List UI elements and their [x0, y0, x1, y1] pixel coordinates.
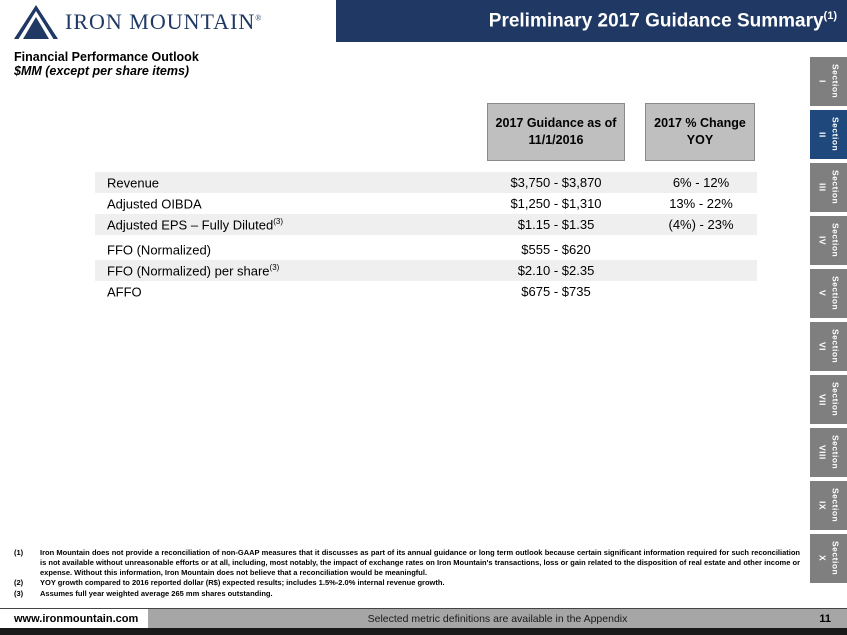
table-row: Adjusted EPS – Fully Diluted(3) $1.15 - $… [95, 214, 757, 235]
guidance-value: $2.10 - $2.35 [517, 263, 595, 278]
footnote-number: (1) [14, 548, 24, 557]
tab-label: Section II [817, 117, 841, 152]
footnote-number: (2) [14, 578, 24, 588]
guidance-value: $675 - $735 [521, 284, 591, 299]
footer-website-link[interactable]: www.ironmountain.com [14, 612, 139, 625]
footer-note-text: Selected metric definitions are availabl… [367, 612, 628, 625]
table-row: Revenue $3,750 - $3,870 6% - 12% [95, 172, 757, 193]
yoy-value: (4%) - 23% [668, 217, 734, 232]
subtitle-line2: $MM (except per share items) [14, 64, 190, 78]
row-label: Adjusted OIBDA [107, 196, 202, 212]
sidebar-tab-section-viii[interactable]: Section VIII [810, 428, 847, 477]
footnote-ref: (3) [273, 216, 283, 226]
tab-label: Section X [817, 541, 841, 576]
tab-label: Section I [817, 64, 841, 99]
tab-label: Section VII [817, 382, 841, 417]
yoy-value: 6% - 12% [672, 175, 730, 190]
tab-label: Section IX [817, 488, 841, 523]
bottom-strip [0, 628, 847, 635]
sidebar-tab-section-x[interactable]: Section X [810, 534, 847, 583]
row-label: Adjusted EPS – Fully Diluted(3) [107, 216, 283, 233]
tab-label: Section III [817, 170, 841, 205]
sidebar-tab-section-i[interactable]: Section I [810, 57, 847, 106]
yoy-value: 13% - 22% [669, 196, 733, 211]
subtitle-line1: Financial Performance Outlook [14, 50, 199, 64]
row-label: AFFO [107, 284, 142, 300]
title-banner: Preliminary 2017 Guidance Summary(1) [336, 0, 847, 42]
title-footnote-ref: (1) [823, 9, 837, 22]
footnote: (1) Iron Mountain does not provide a reco… [14, 548, 800, 577]
page-number: 11 [819, 612, 831, 625]
tab-label: Section VI [817, 329, 841, 364]
sidebar-tab-section-ix[interactable]: Section IX [810, 481, 847, 530]
tab-label: Section VIII [817, 435, 841, 470]
guidance-value: $1.15 - $1.35 [517, 217, 595, 232]
guidance-value: $555 - $620 [521, 242, 591, 257]
footnotes: (1) Iron Mountain does not provide a reco… [14, 548, 800, 600]
col-header-guidance: 2017 Guidance as of 11/1/2016 [487, 103, 625, 161]
footnote-text: Assumes full year weighted average 265 m… [40, 589, 273, 598]
iron-mountain-logo: IRON MOUNTAIN® [14, 5, 262, 39]
footer: www.ironmountain.com Selected metric def… [0, 608, 847, 628]
footnote: (2) YOY growth compared to 2016 reported … [14, 578, 800, 588]
table-row: FFO (Normalized) $555 - $620 [95, 239, 757, 260]
mountain-triangle-icon [14, 5, 58, 39]
row-label: Revenue [107, 175, 160, 191]
footnote-text: Iron Mountain does not provide a reconci… [40, 548, 800, 577]
table-row: Adjusted OIBDA $1,250 - $1,310 13% - 22% [95, 193, 757, 214]
table-row: AFFO $675 - $735 [95, 281, 757, 302]
registered-mark: ® [255, 13, 263, 23]
sidebar-tab-section-vii[interactable]: Section VII [810, 375, 847, 424]
sidebar-tab-section-iii[interactable]: Section III [810, 163, 847, 212]
subtitle-block: Financial Performance Outlook $MM (excep… [14, 50, 199, 78]
footnote-ref: (3) [269, 262, 280, 272]
footnote-number: (3) [14, 589, 24, 598]
guidance-value: $1,250 - $1,310 [510, 196, 602, 211]
footer-left: www.ironmountain.com [0, 609, 148, 628]
logo-wordmark: IRON MOUNTAIN® [65, 9, 263, 34]
guidance-table: Revenue $3,750 - $3,870 6% - 12% Adjusted O… [95, 172, 757, 302]
footnote-text: YOY growth compared to 2016 reported dol… [40, 578, 445, 588]
header: IRON MOUNTAIN® Preliminary 2017 Guidance… [0, 0, 847, 42]
col-header-yoy-change: 2017 % Change YOY [645, 103, 755, 161]
sidebar-tab-section-v[interactable]: Section V [810, 269, 847, 318]
row-label: FFO (Normalized) [107, 242, 212, 258]
sidebar-tab-section-ii[interactable]: Section II [810, 110, 847, 159]
footer-note-band: Selected metric definitions are availabl… [148, 609, 847, 628]
table-row: FFO (Normalized) per share(3) $2.10 - $2.… [95, 260, 757, 281]
guidance-value: $3,750 - $3,870 [510, 175, 602, 190]
tab-label: Section IV [817, 223, 841, 258]
sidebar-tab-section-vi[interactable]: Section VI [810, 322, 847, 371]
tab-label: Section V [817, 276, 841, 311]
row-label: FFO (Normalized) per share(3) [107, 262, 280, 279]
page-title: Preliminary 2017 Guidance Summary(1) [488, 9, 837, 32]
section-tab-bar: Section I Section II Section III Section IV Sect… [810, 57, 847, 587]
footnote: (3) Assumes full year weighted average 26… [14, 589, 800, 599]
sidebar-tab-section-iv[interactable]: Section IV [810, 216, 847, 265]
